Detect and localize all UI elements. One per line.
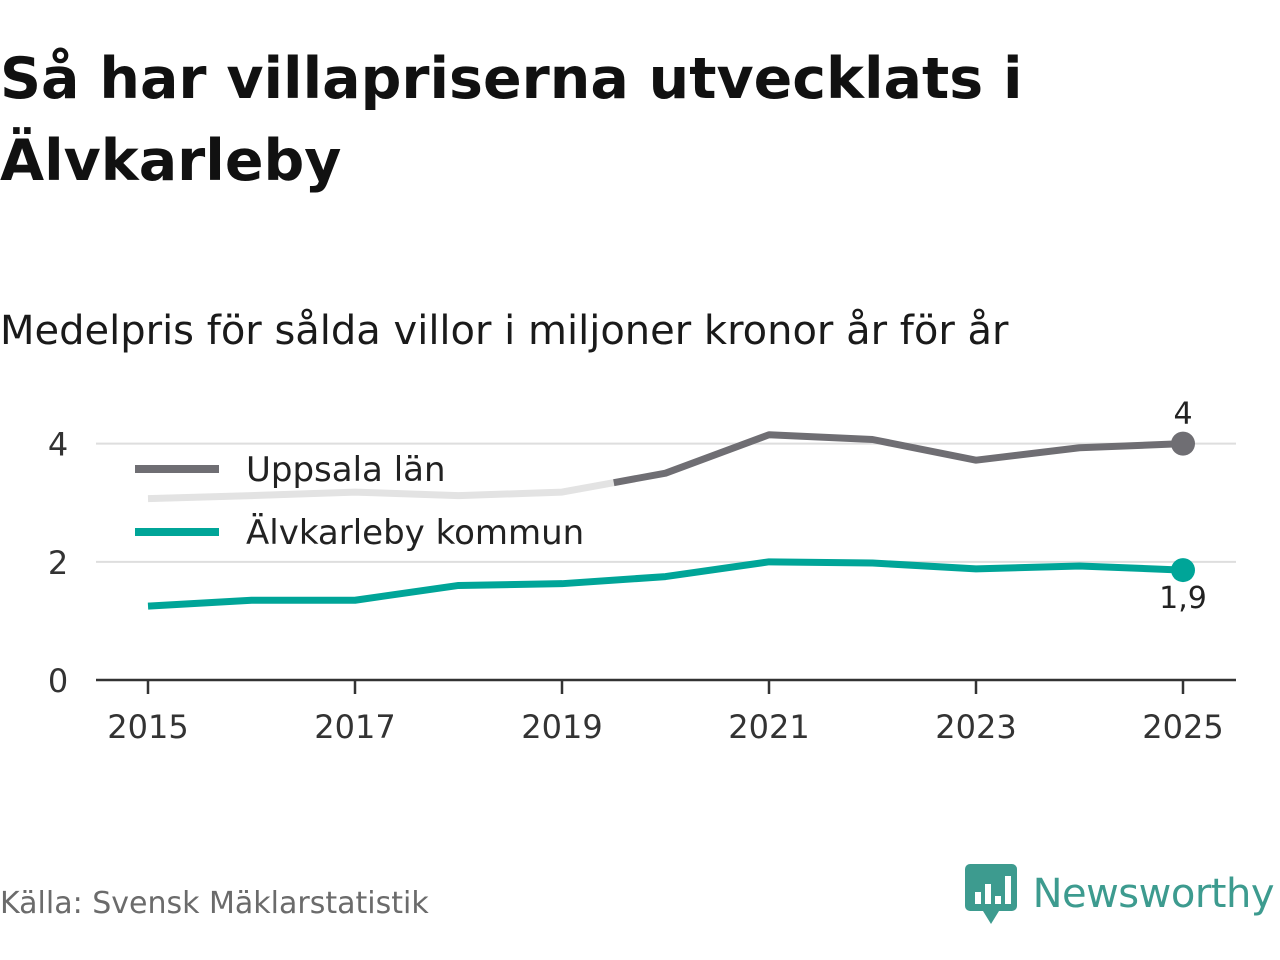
end-markers: 41,9 — [1159, 397, 1207, 616]
y-tick-label: 2 — [48, 544, 68, 582]
series-line-faded-0 — [147, 479, 615, 503]
newsworthy-logo-icon — [964, 864, 1017, 924]
y-axis-labels: 0 2 4 — [48, 426, 68, 700]
y-tick-label: 0 — [48, 662, 68, 700]
legend-label-1: Älvkarleby kommun — [246, 513, 584, 553]
y-tick-label: 4 — [48, 426, 68, 464]
series-lines — [147, 431, 1184, 610]
line-chart: 2015 2017 2019 2021 2023 2025 024 41,9 Uppsal… — [48, 397, 1236, 746]
end-value-label-1: 1,9 — [1159, 581, 1207, 616]
series-line-0 — [613, 431, 1184, 487]
x-tick-label: 2025 — [1142, 708, 1223, 746]
newsworthy-logo[interactable]: Newsworthy — [964, 862, 1275, 926]
page-title: Så har villapriserna utvecklats i Älvkar… — [0, 46, 1023, 194]
chart-subtitle: Medelpris för sålda villor i miljoner kr… — [0, 308, 1009, 354]
x-tick-label: 2019 — [521, 708, 602, 746]
x-tick-label: 2021 — [728, 708, 809, 746]
end-marker-1 — [1171, 558, 1195, 583]
legend: Uppsala län Älvkarleby kommun — [135, 450, 584, 553]
grid-lines — [96, 442, 1236, 563]
x-tick-label: 2023 — [935, 708, 1016, 746]
end-marker-0 — [1171, 431, 1195, 456]
end-value-label-0: 4 — [1173, 397, 1192, 432]
legend-label-0: Uppsala län — [246, 450, 446, 490]
x-axis: 2015 2017 2019 2021 2023 2025 — [96, 678, 1236, 746]
source-note: Källa: Svensk Mäklarstatistik — [0, 886, 429, 921]
series-line-1 — [147, 558, 1184, 610]
x-tick-label: 2015 — [107, 708, 188, 746]
x-tick-label: 2017 — [314, 708, 395, 746]
brand-name: Newsworthy — [1032, 871, 1275, 917]
